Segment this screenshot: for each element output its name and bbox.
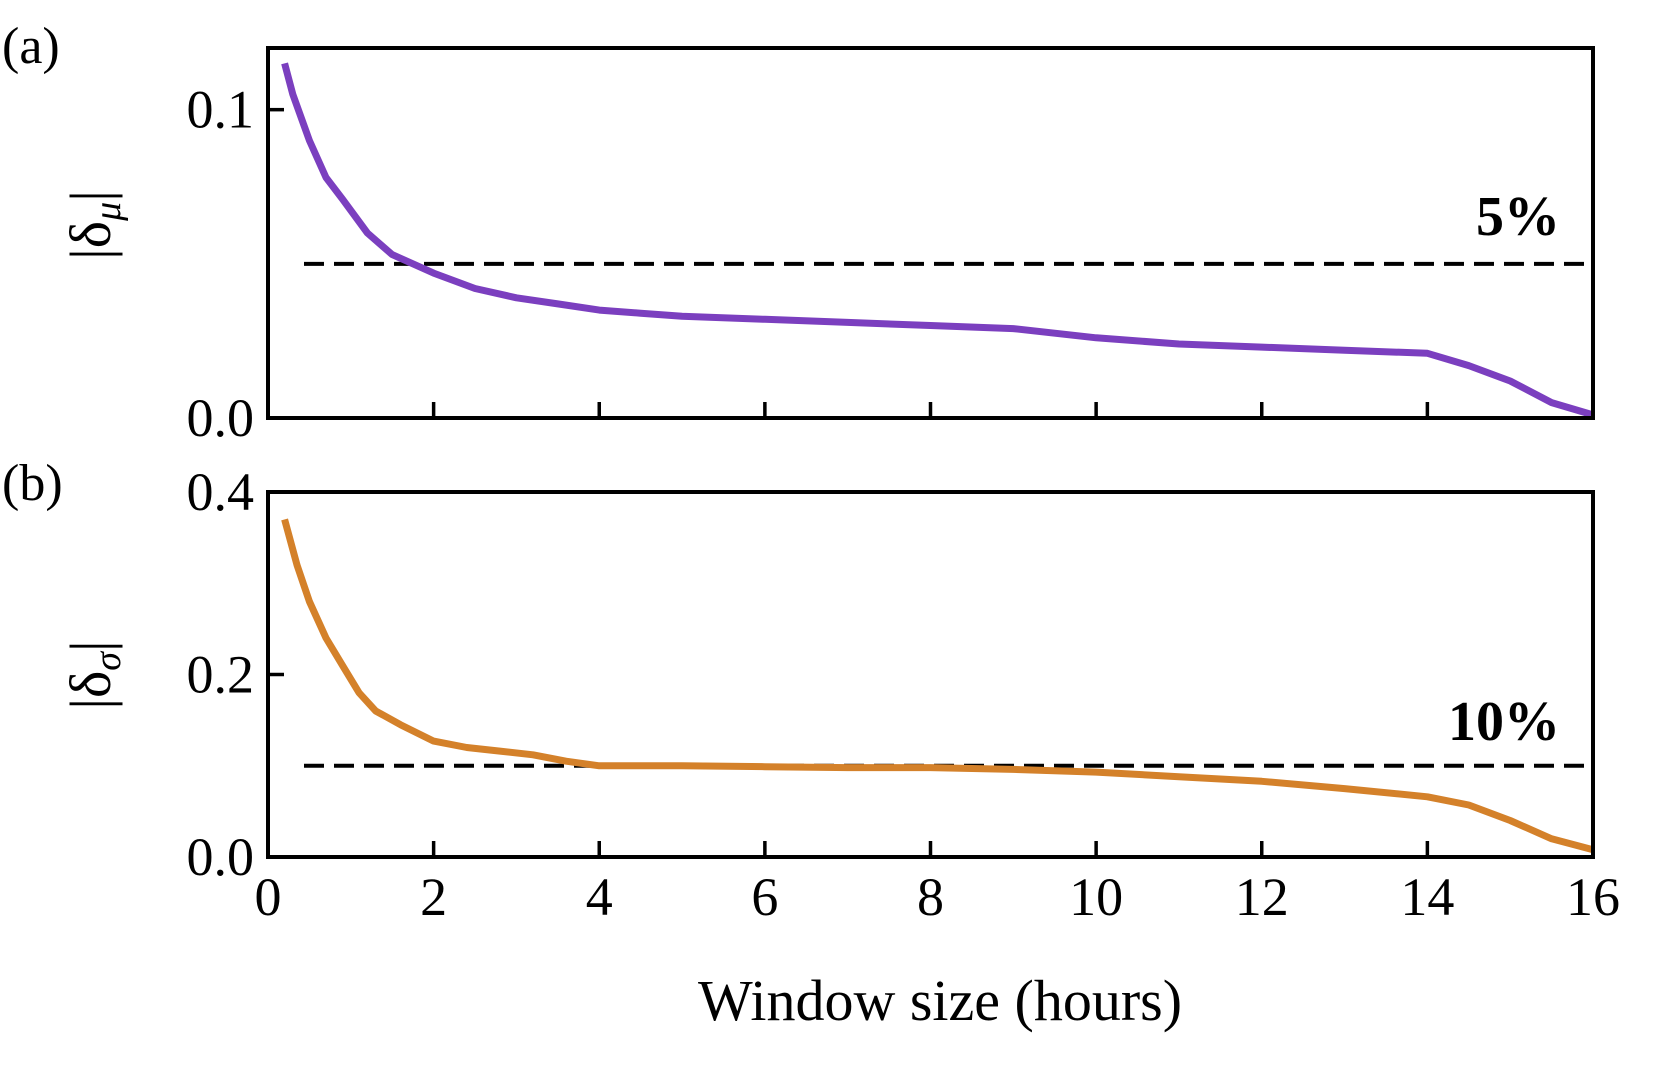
panel-b-x-tick-label: 14 bbox=[1400, 867, 1454, 927]
panel-b-x-tick-label: 0 bbox=[255, 867, 282, 927]
panel-a-label: (a) bbox=[2, 18, 60, 75]
panel-b-x-tick-label: 12 bbox=[1235, 867, 1289, 927]
panel-b-ylabel-main: |δ bbox=[58, 671, 123, 710]
panel-a-ylabel-close: | bbox=[58, 190, 123, 202]
panel-a-ylabel-subscript: μ bbox=[87, 202, 129, 222]
panel-b-annotation: 10% bbox=[1448, 691, 1560, 753]
panel-b-ylabel-close: | bbox=[58, 640, 123, 652]
panel-a-series bbox=[281, 62, 1594, 419]
panel-b-x-tick-label: 4 bbox=[586, 867, 613, 927]
panel-b-x-tick-label: 16 bbox=[1566, 867, 1620, 927]
panel-b-x-tick-label: 6 bbox=[751, 867, 778, 927]
panel-a: (a) |δμ| 0.0 0.1 5% bbox=[2, 18, 1595, 448]
panel-a-y-ticks: 0.0 0.1 bbox=[187, 80, 284, 448]
svg-text:|δσ|: |δσ| bbox=[58, 640, 129, 709]
panel-a-annotation: 5% bbox=[1476, 186, 1560, 248]
svg-text:|δμ|: |δμ| bbox=[58, 190, 129, 260]
panel-b-y-ticks: 0.0 0.2 0.4 bbox=[187, 462, 284, 887]
panel-b-series bbox=[281, 518, 1594, 854]
panel-b: (b) |δσ| 0.0 0.2 0.4 0 2 4 6 8 10 12 14 16 10% Win… bbox=[2, 455, 1620, 1033]
panel-b-series-line-0 bbox=[281, 518, 1594, 854]
panel-a-axes-frame bbox=[266, 46, 1595, 420]
panel-a-ylabel: |δμ| bbox=[58, 190, 129, 260]
panel-a-y-tick-label: 0.1 bbox=[187, 80, 255, 140]
panel-b-ylabel: |δσ| bbox=[58, 640, 129, 709]
panel-b-label: (b) bbox=[2, 455, 63, 512]
x-axis-label: Window size (hours) bbox=[698, 968, 1182, 1033]
panel-a-series-line-0 bbox=[281, 62, 1594, 419]
panel-b-y-tick-label: 0.4 bbox=[187, 462, 255, 522]
panel-b-x-tick-label: 10 bbox=[1069, 867, 1123, 927]
panel-b-axes-frame bbox=[266, 490, 1595, 859]
panel-b-x-tick-label: 2 bbox=[420, 867, 447, 927]
panel-a-x-ticks bbox=[431, 402, 1430, 418]
panel-a-ylabel-main: |δ bbox=[58, 221, 123, 260]
panel-b-x-ticks: 0 2 4 6 8 10 12 14 16 bbox=[255, 841, 1620, 927]
panel-a-y-tick-label: 0.0 bbox=[187, 388, 255, 448]
panel-b-x-tick-label: 8 bbox=[917, 867, 944, 927]
panel-b-ylabel-subscript: σ bbox=[87, 651, 129, 671]
panel-b-y-tick-label: 0.0 bbox=[187, 827, 255, 887]
panel-b-y-tick-label: 0.2 bbox=[187, 645, 255, 705]
